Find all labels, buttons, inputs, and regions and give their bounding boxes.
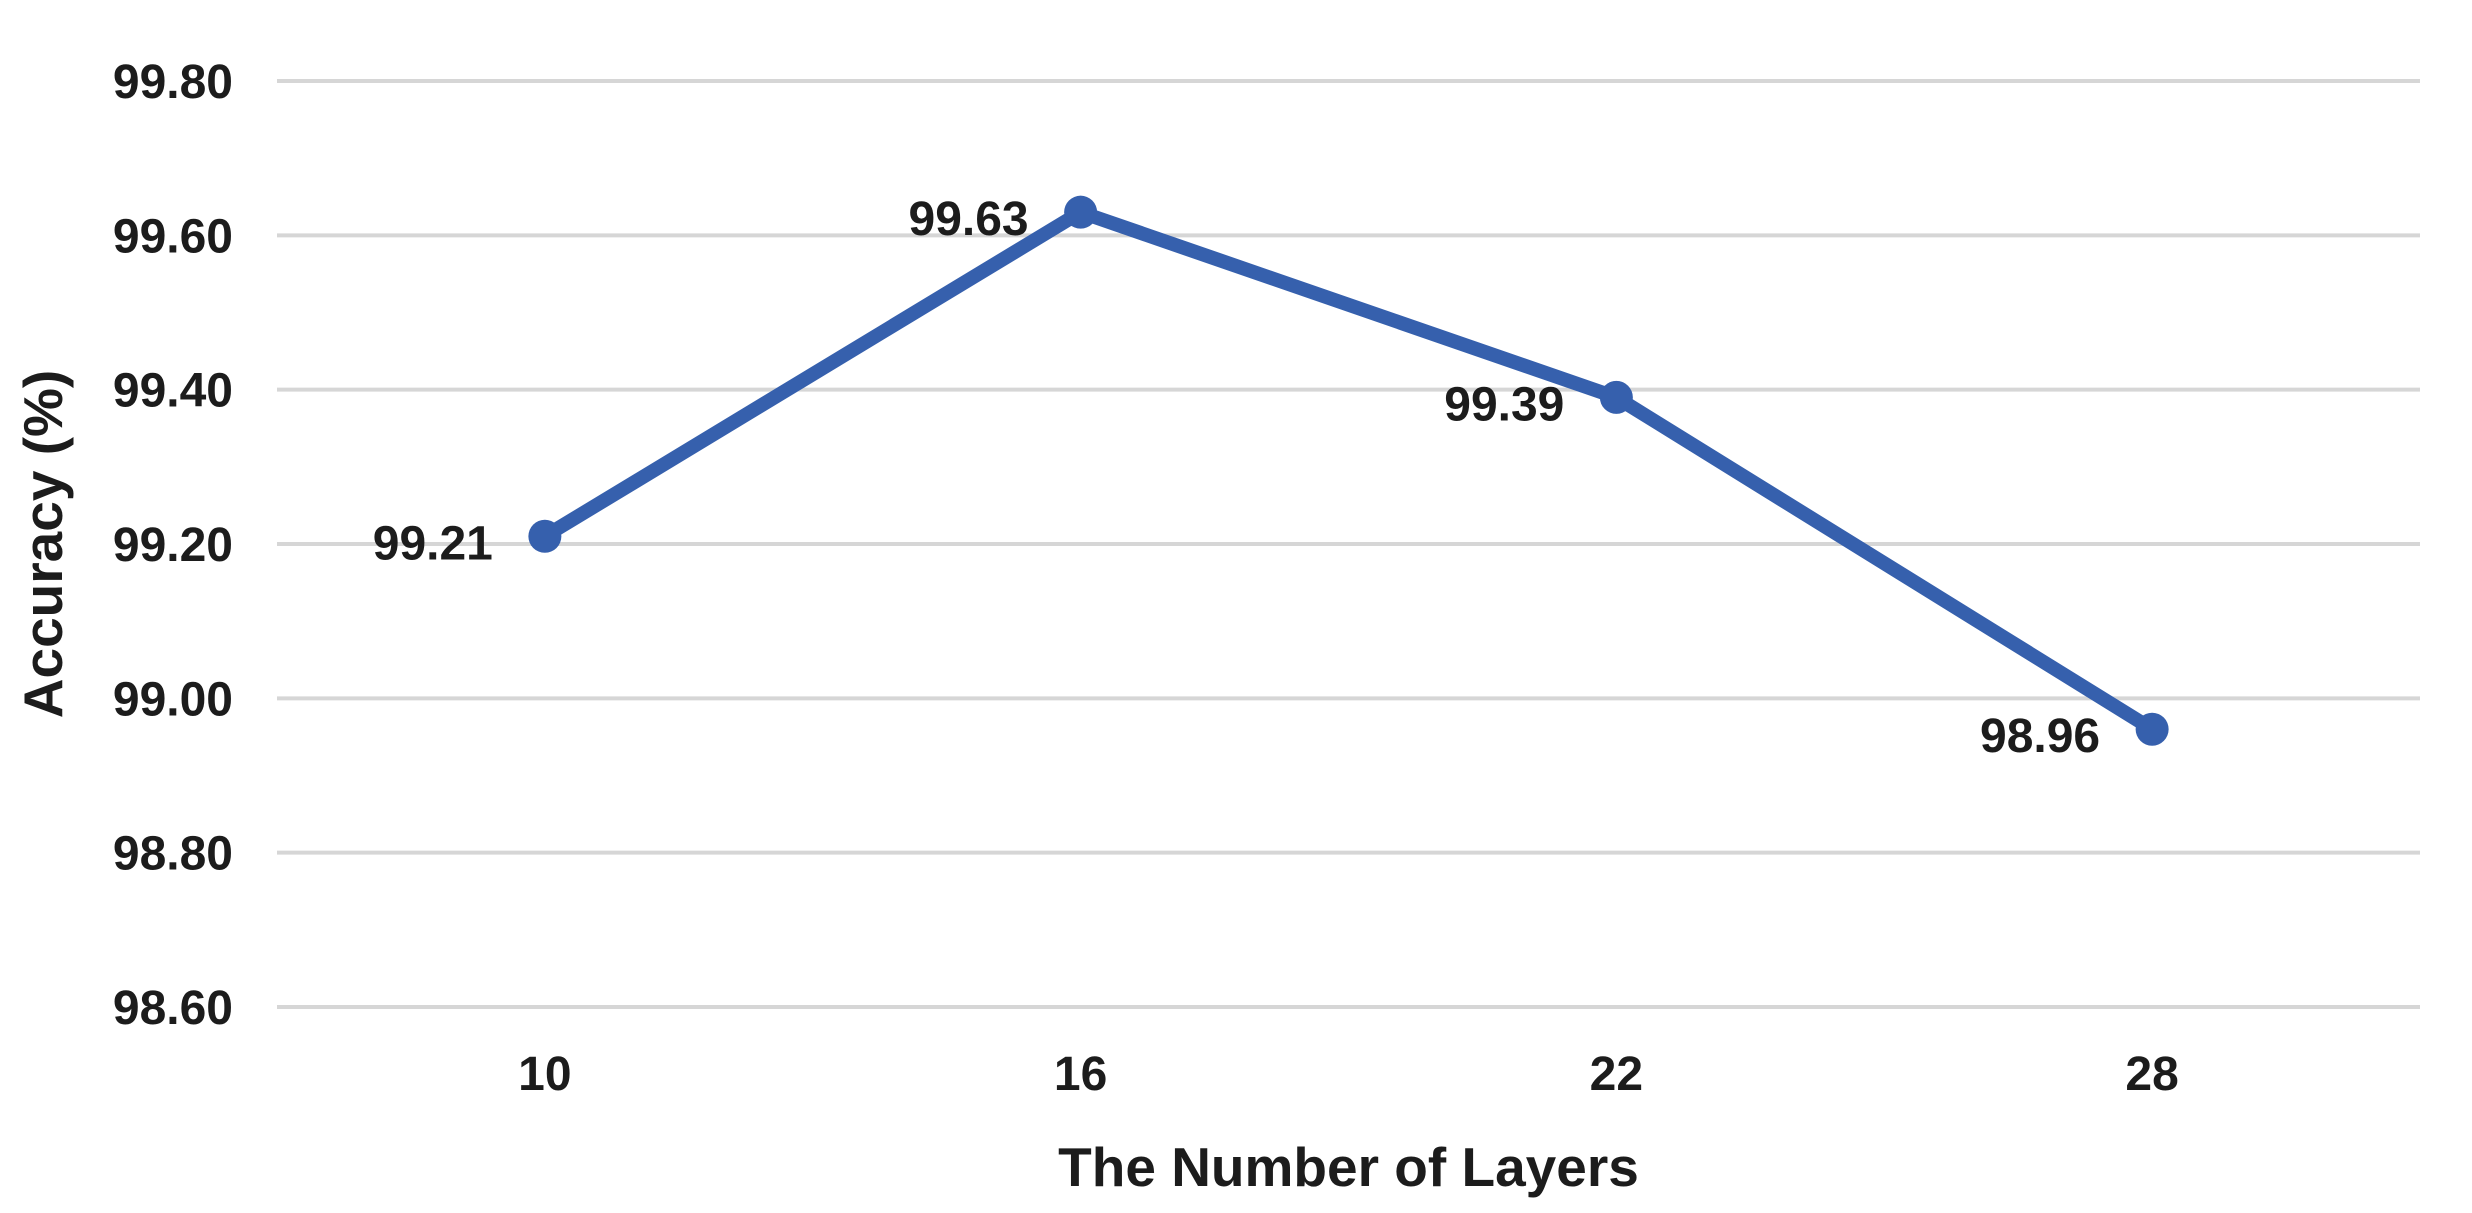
- accuracy-line-series: [528, 195, 2169, 746]
- y-tick-label: 98.80: [113, 828, 233, 881]
- y-axis-tick-labels: 99.80 99.60 99.40 99.20 99.00 98.80 98.60: [113, 56, 233, 1035]
- y-tick-label: 99.20: [113, 519, 233, 572]
- y-tick-label: 99.00: [113, 673, 233, 726]
- data-point-marker: [1064, 195, 1098, 229]
- data-point-labels: 99.21 99.63 99.39 98.96: [373, 193, 2100, 763]
- y-tick-label: 99.80: [113, 56, 233, 109]
- data-point-label: 99.39: [1444, 378, 1564, 431]
- x-tick-label: 22: [1590, 1048, 1643, 1101]
- data-point-label: 98.96: [1980, 710, 2100, 763]
- y-tick-label: 99.40: [113, 365, 233, 418]
- x-tick-label: 28: [2125, 1048, 2178, 1101]
- x-tick-label: 10: [518, 1048, 571, 1101]
- data-point-label: 99.63: [909, 193, 1029, 246]
- y-tick-label: 99.60: [113, 210, 233, 263]
- x-tick-label: 16: [1054, 1048, 1107, 1101]
- y-tick-label: 98.60: [113, 982, 233, 1035]
- y-axis-title: Accuracy (%): [12, 370, 74, 718]
- accuracy-line: [537, 205, 2160, 737]
- data-point-marker: [2135, 712, 2169, 746]
- data-point-label: 99.21: [373, 517, 493, 570]
- data-point-marker: [1599, 380, 1633, 414]
- x-axis-tick-labels: 10 16 22 28: [518, 1048, 2179, 1101]
- data-point-marker: [528, 519, 562, 553]
- x-axis-title: The Number of Layers: [1058, 1136, 1639, 1198]
- gridlines: [277, 79, 2420, 1009]
